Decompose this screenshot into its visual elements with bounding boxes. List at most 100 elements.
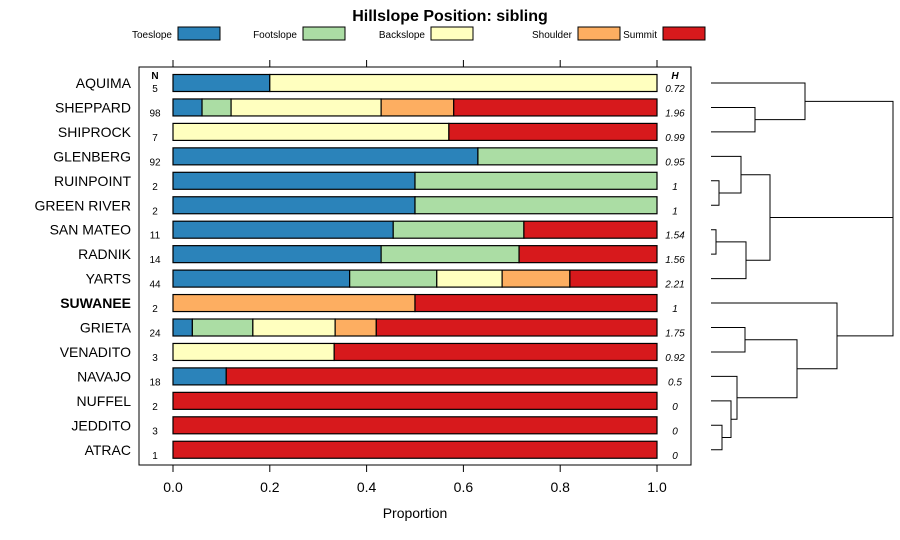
legend-swatch-footslope [302,26,346,41]
bar-segment-backslope [172,342,335,362]
legend-swatch-summit [662,26,706,41]
bar-segment-footslope [191,318,254,337]
h-value: 1.75 [665,329,685,340]
x-tick-label: 0.6 [454,479,474,495]
row-label: NUFFEL [77,393,132,409]
dendrogram-branch [711,400,732,439]
row-labels: AQUIMA SHEPPARD SHIPROCK GLENBERG RUINPOINT G… [35,75,132,458]
bar-segment-summit [225,367,658,386]
row-label: SAN MATEO [50,222,132,238]
bar-segment-summit [518,245,658,264]
dendrogram-branch [711,229,717,255]
row-label: AQUIMA [76,75,132,91]
dendrogram-branch [737,339,798,399]
h-labels: 0.72 1.96 0.99 0.95 1 1 1.54 1.56 2.21 1 1.75 0.92 0… [664,84,685,462]
h-value: 1.56 [665,255,685,266]
bar-segment-summit [375,318,658,337]
bar-segment-summit [414,293,658,313]
dendrogram-branch [711,106,756,133]
n-value: 2 [152,304,158,315]
bar-segment-summit [523,220,658,239]
row-label: NAVAJO [77,368,131,384]
bar-segment-footslope [414,171,658,190]
legend-label-shoulder: Shoulder [532,30,573,41]
n-value: 92 [149,157,161,168]
bar-segment-backslope [269,73,658,93]
bar-segment-toeslope [172,367,227,386]
bar-segment-shoulder [334,318,377,337]
dendrogram [711,82,894,451]
plot-frame [138,66,692,466]
row-label: YARTS [86,271,131,287]
n-value: 11 [150,231,161,242]
row-label: GRIETA [80,320,132,336]
bar-segment-shoulder [380,98,455,117]
bar-segment-summit [172,416,658,435]
x-tick-label: 0.4 [357,479,377,495]
h-value: 1.54 [665,231,685,242]
row-label: GREEN RIVER [35,197,131,213]
row-label: SHEPPARD [55,99,131,115]
x-tick-label: 0.8 [550,479,570,495]
bar-segment-toeslope [172,147,479,166]
n-value: 2 [152,182,158,193]
legend-label-backslope: Backslope [379,30,426,41]
n-value: 24 [149,329,161,340]
legend-swatch-backslope [430,26,474,41]
dendrogram-branch [711,375,738,420]
h-value: 0.95 [665,157,685,168]
h-value: 0 [672,402,678,413]
row-label: GLENBERG [53,148,131,164]
row-label: SUWANEE [60,295,131,311]
dendrogram-branch [770,100,894,218]
h-value: 2.21 [664,280,684,291]
bar-segment-backslope [230,98,382,117]
bar-segment-footslope [414,196,658,215]
n-labels: 5 98 7 92 2 2 11 14 44 2 24 3 18 2 3 1 [149,84,161,462]
n-value: 44 [149,280,161,291]
bar-segment-footslope [380,245,520,264]
dendrogram-branch [711,327,746,353]
bar-segment-toeslope [172,73,271,93]
bar-segment-summit [172,440,658,459]
bar-segment-shoulder [172,293,416,313]
h-value: 1 [672,304,678,315]
bar-segment-summit [333,342,658,362]
legend-label-summit: Summit [623,30,657,41]
bar-segment-footslope [201,98,232,117]
x-axis: 0.0 0.2 0.4 0.6 0.8 1.0 [163,60,667,495]
bar-segment-toeslope [172,171,416,190]
row-label: JEDDITO [71,417,131,433]
dendrogram-branch [837,159,894,337]
h-value: 0 [672,451,678,462]
n-value: 7 [152,133,158,144]
bar-segment-footslope [349,269,438,288]
row-label: ATRAC [85,442,131,458]
dendrogram-branch [711,155,742,194]
bar-segment-toeslope [172,196,416,215]
bar-segment-summit [448,122,658,142]
h-value: 0.99 [665,133,685,144]
dendrogram-branch [741,174,771,261]
n-value: 5 [152,84,158,95]
bar-segment-footslope [392,220,525,239]
legend-swatch-toeslope [177,26,221,41]
h-value: 0.72 [665,84,685,95]
bar-segment-summit [172,391,658,410]
bar-segment-footslope [477,147,658,166]
dendrogram-branch [711,302,838,370]
x-tick-label: 0.0 [163,479,183,495]
bar-segment-toeslope [172,245,382,264]
h-header: H [671,71,679,82]
row-label: SHIPROCK [58,124,132,140]
legend-swatch-shoulder [577,26,621,41]
bar-segment-backslope [172,122,450,142]
bar-segment-summit [569,269,658,288]
n-header: N [151,71,158,82]
n-value: 2 [152,402,158,413]
row-label: RADNIK [78,246,132,262]
row-label: VENADITO [60,344,131,360]
x-tick-label: 0.2 [260,479,280,495]
dendrogram-branch [711,82,806,121]
